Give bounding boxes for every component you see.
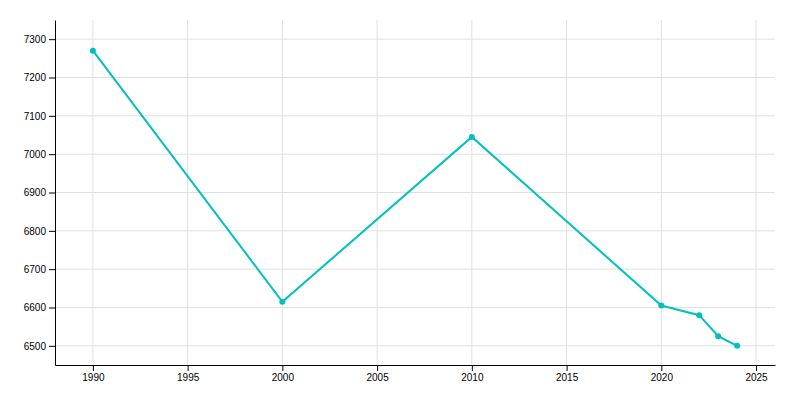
tick-label: 2025 — [745, 372, 768, 383]
tick-label: 1990 — [82, 372, 105, 383]
tick: 2010 — [461, 365, 484, 383]
x-axis: 1990 1995 2000 2005 2010 2015 2020 2025 — [56, 365, 776, 383]
tick-label: 2005 — [366, 372, 389, 383]
tick-mark — [49, 193, 55, 194]
grid-line — [55, 115, 775, 116]
tick: 7000 — [24, 149, 55, 160]
tick: 6800 — [24, 226, 55, 237]
point — [715, 333, 721, 339]
tick-label: 7200 — [24, 72, 47, 83]
tick-label: 2000 — [272, 372, 295, 383]
tick-label: 7000 — [24, 149, 47, 160]
tick-mark — [49, 154, 55, 155]
grid-line — [55, 269, 775, 270]
tick-mark — [377, 365, 378, 371]
tick-mark — [49, 116, 55, 117]
tick: 2020 — [651, 365, 674, 383]
point — [696, 312, 702, 318]
tick-label: 1995 — [177, 372, 200, 383]
tick-mark — [49, 78, 55, 79]
tick: 2015 — [556, 365, 579, 383]
line — [93, 51, 737, 346]
tick-mark — [188, 365, 189, 371]
grid-line — [55, 154, 775, 155]
tick: 1995 — [177, 365, 200, 383]
tick-mark — [93, 365, 94, 371]
tick: 6700 — [24, 264, 55, 275]
tick-label: 6500 — [24, 341, 47, 352]
y-axis: 6500 6600 6700 6800 6900 7000 7100 7200 7300 — [24, 21, 56, 366]
grid — [55, 20, 775, 365]
tick-label: 6900 — [24, 187, 47, 198]
tick-label: 2015 — [556, 372, 579, 383]
tick-mark — [49, 269, 55, 270]
tick-label: 6800 — [24, 226, 47, 237]
tick-label: 6700 — [24, 264, 47, 275]
tick: 1990 — [82, 365, 105, 383]
grid-line — [55, 230, 775, 231]
tick-mark — [661, 365, 662, 371]
tick-label: 7300 — [24, 34, 47, 45]
point — [279, 299, 285, 305]
tick: 2005 — [366, 365, 389, 383]
tick-label: 7100 — [24, 111, 47, 122]
grid-line — [55, 345, 775, 346]
tick: 6900 — [24, 187, 55, 198]
tick-label: 6600 — [24, 302, 47, 313]
tick: 6600 — [24, 302, 55, 313]
axis-line — [56, 365, 776, 366]
tick-mark — [282, 365, 283, 371]
tick-mark — [567, 365, 568, 371]
tick-mark — [472, 365, 473, 371]
point — [734, 343, 740, 349]
grid-line — [55, 192, 775, 193]
tick-mark — [49, 231, 55, 232]
tick-mark — [49, 346, 55, 347]
axis-line — [55, 21, 56, 366]
point — [658, 303, 664, 309]
grid-line — [55, 39, 775, 40]
tick-label: 2010 — [461, 372, 484, 383]
marks — [90, 48, 740, 349]
tick: 7300 — [24, 34, 55, 45]
tick: 2000 — [272, 365, 295, 383]
tick-mark — [49, 39, 55, 40]
tick-label: 2020 — [651, 372, 674, 383]
tick: 2025 — [745, 365, 768, 383]
chart: 1990 1995 2000 2005 2010 2015 2020 2025 6500 6600… — [0, 0, 800, 400]
tick-mark — [756, 365, 757, 371]
point — [90, 48, 96, 54]
tick: 6500 — [24, 341, 55, 352]
tick: 7200 — [24, 72, 55, 83]
plot: 1990 1995 2000 2005 2010 2015 2020 2025 6500 6600… — [24, 20, 776, 383]
grid-line — [55, 77, 775, 78]
point — [469, 134, 475, 140]
tick-mark — [49, 308, 55, 309]
tick: 7100 — [24, 111, 55, 122]
